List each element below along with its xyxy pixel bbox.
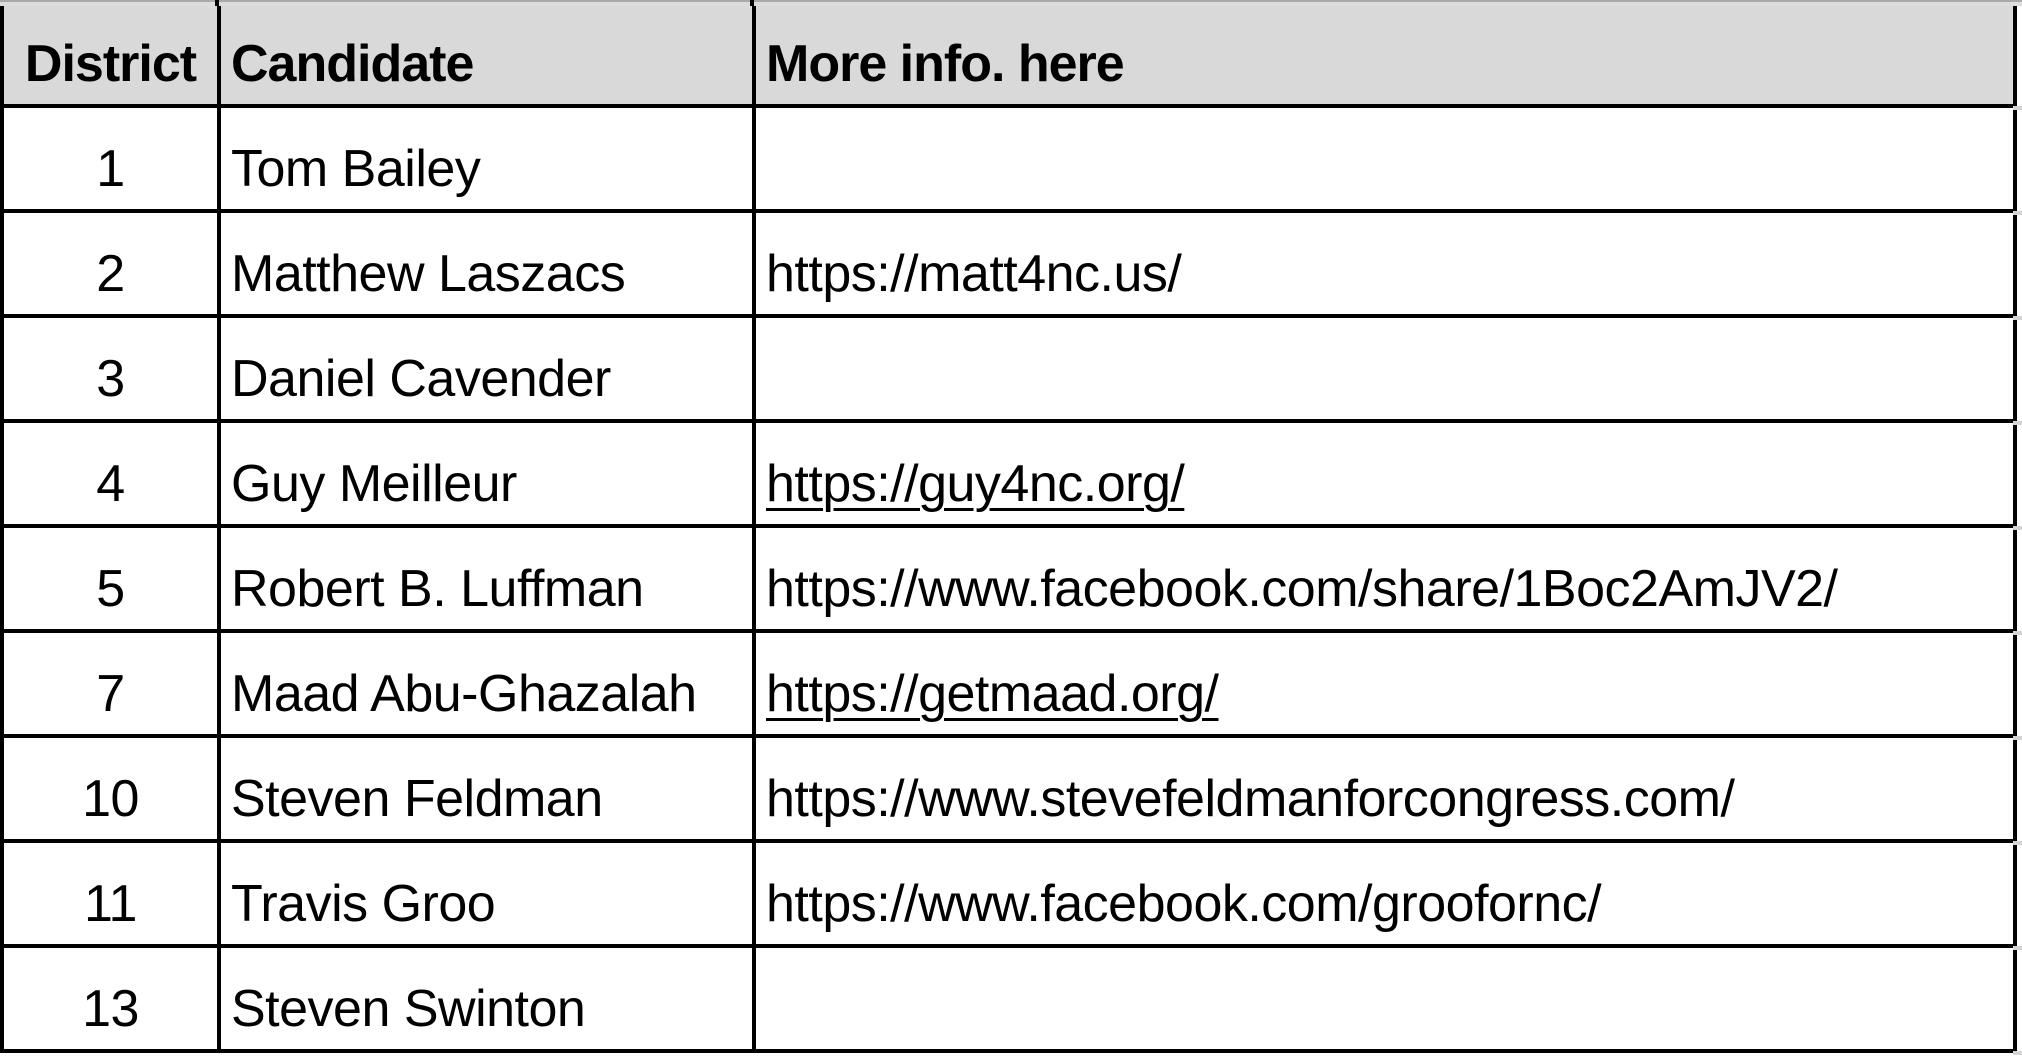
- table-row: 10 Steven Feldman https://www.stevefeldm…: [0, 736, 2017, 843]
- table-row: 13 Steven Swinton: [0, 946, 2017, 1053]
- candidate-cell[interactable]: Travis Groo: [217, 841, 756, 948]
- url-cell[interactable]: https://www.facebook.com/groofornc/: [752, 841, 2017, 948]
- gridline-continuation: [2013, 1051, 2022, 1055]
- candidates-table: District Candidate More info. here 1 Tom…: [0, 6, 2017, 1053]
- header-candidate: Candidate: [217, 6, 756, 108]
- gridline-continuation: [2013, 841, 2022, 845]
- table-row: 4 Guy Meilleur https://guy4nc.org/: [0, 421, 2017, 528]
- candidate-cell[interactable]: Steven Swinton: [217, 946, 756, 1053]
- candidate-cell[interactable]: Guy Meilleur: [217, 421, 756, 528]
- table-row: 11 Travis Groo https://www.facebook.com/…: [0, 841, 2017, 948]
- gridline-continuation: [2013, 316, 2022, 320]
- gridline-continuation: [2013, 421, 2022, 425]
- district-cell[interactable]: 1: [0, 106, 221, 213]
- gridline-continuation: [2013, 526, 2022, 530]
- table-row: 7 Maad Abu-Ghazalah https://getmaad.org/: [0, 631, 2017, 738]
- district-cell[interactable]: 11: [0, 841, 221, 948]
- url-hyperlink[interactable]: https://guy4nc.org/: [766, 455, 1185, 513]
- candidate-cell[interactable]: Daniel Cavender: [217, 316, 756, 423]
- column-border-segment: [215, 0, 219, 7]
- url-text: https://www.facebook.com/groofornc/: [766, 875, 1602, 933]
- candidate-cell[interactable]: Matthew Laszacs: [217, 211, 756, 318]
- header-more-info: More info. here: [752, 6, 2017, 108]
- district-cell[interactable]: 4: [0, 421, 221, 528]
- table-row: 1 Tom Bailey: [0, 106, 2017, 213]
- url-cell[interactable]: https://matt4nc.us/: [752, 211, 2017, 318]
- gridline-continuation: [2013, 211, 2022, 215]
- cropped-row-sliver: [0, 0, 2022, 6]
- district-cell[interactable]: 2: [0, 211, 221, 318]
- candidate-cell[interactable]: Tom Bailey: [217, 106, 756, 213]
- url-cell[interactable]: https://www.facebook.com/share/1Boc2AmJV…: [752, 526, 2017, 633]
- url-cell[interactable]: https://guy4nc.org/: [752, 421, 2017, 528]
- gridline-continuation: [2013, 736, 2022, 740]
- district-cell[interactable]: 5: [0, 526, 221, 633]
- url-text: https://matt4nc.us/: [766, 245, 1182, 303]
- header-district: District: [0, 6, 221, 108]
- table-row: 2 Matthew Laszacs https://matt4nc.us/: [0, 211, 2017, 318]
- url-text: https://www.stevefeldmanforcongress.com/: [766, 770, 1735, 828]
- url-cell[interactable]: [752, 106, 2017, 213]
- gridline-continuation: [2013, 631, 2022, 635]
- candidate-cell[interactable]: Robert B. Luffman: [217, 526, 756, 633]
- column-border-segment: [750, 0, 754, 7]
- table-row: 5 Robert B. Luffman https://www.facebook…: [0, 526, 2017, 633]
- url-text: https://www.facebook.com/share/1Boc2AmJV…: [766, 560, 1838, 618]
- district-cell[interactable]: 10: [0, 736, 221, 843]
- url-cell[interactable]: [752, 946, 2017, 1053]
- gridline-continuation: [2013, 106, 2022, 110]
- table-row: 3 Daniel Cavender: [0, 316, 2017, 423]
- url-cell[interactable]: https://www.stevefeldmanforcongress.com/: [752, 736, 2017, 843]
- district-cell[interactable]: 13: [0, 946, 221, 1053]
- header-row: District Candidate More info. here: [0, 6, 2017, 108]
- candidate-cell[interactable]: Maad Abu-Ghazalah: [217, 631, 756, 738]
- url-cell[interactable]: [752, 316, 2017, 423]
- district-cell[interactable]: 7: [0, 631, 221, 738]
- url-cell[interactable]: https://getmaad.org/: [752, 631, 2017, 738]
- url-hyperlink[interactable]: https://getmaad.org/: [766, 665, 1219, 723]
- district-cell[interactable]: 3: [0, 316, 221, 423]
- gridline-continuation: [2013, 946, 2022, 950]
- candidate-cell[interactable]: Steven Feldman: [217, 736, 756, 843]
